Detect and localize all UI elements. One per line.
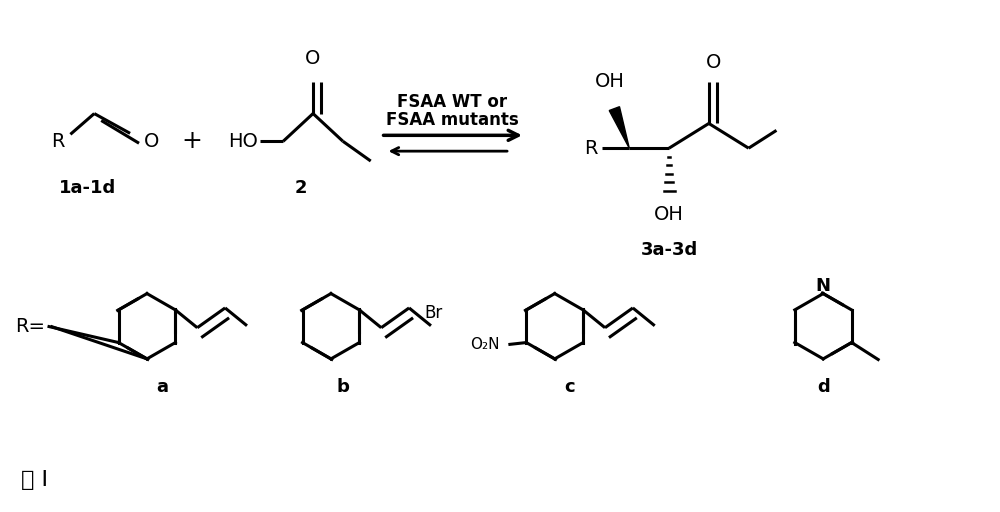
Text: OH: OH — [654, 205, 684, 224]
Text: Br: Br — [424, 304, 442, 322]
Text: 式 I: 式 I — [21, 470, 48, 489]
Text: O₂N: O₂N — [470, 337, 499, 352]
Polygon shape — [609, 106, 629, 148]
Text: O: O — [305, 49, 321, 68]
Text: 1a-1d: 1a-1d — [59, 179, 116, 197]
Text: d: d — [817, 377, 830, 396]
Text: R=: R= — [16, 317, 46, 336]
Text: FSAA mutants: FSAA mutants — [386, 112, 519, 130]
Text: +: + — [181, 129, 202, 153]
Text: c: c — [564, 377, 575, 396]
Text: OH: OH — [594, 72, 624, 92]
Text: 2: 2 — [295, 179, 307, 197]
Text: R: R — [51, 132, 64, 151]
Text: a: a — [156, 377, 168, 396]
Text: HO: HO — [228, 132, 258, 151]
Text: R: R — [584, 139, 597, 158]
Text: N: N — [816, 276, 831, 295]
Text: b: b — [336, 377, 349, 396]
Text: FSAA WT or: FSAA WT or — [397, 93, 507, 111]
Text: O: O — [144, 132, 159, 151]
Text: 3a-3d: 3a-3d — [640, 241, 698, 259]
Text: O: O — [706, 53, 721, 72]
